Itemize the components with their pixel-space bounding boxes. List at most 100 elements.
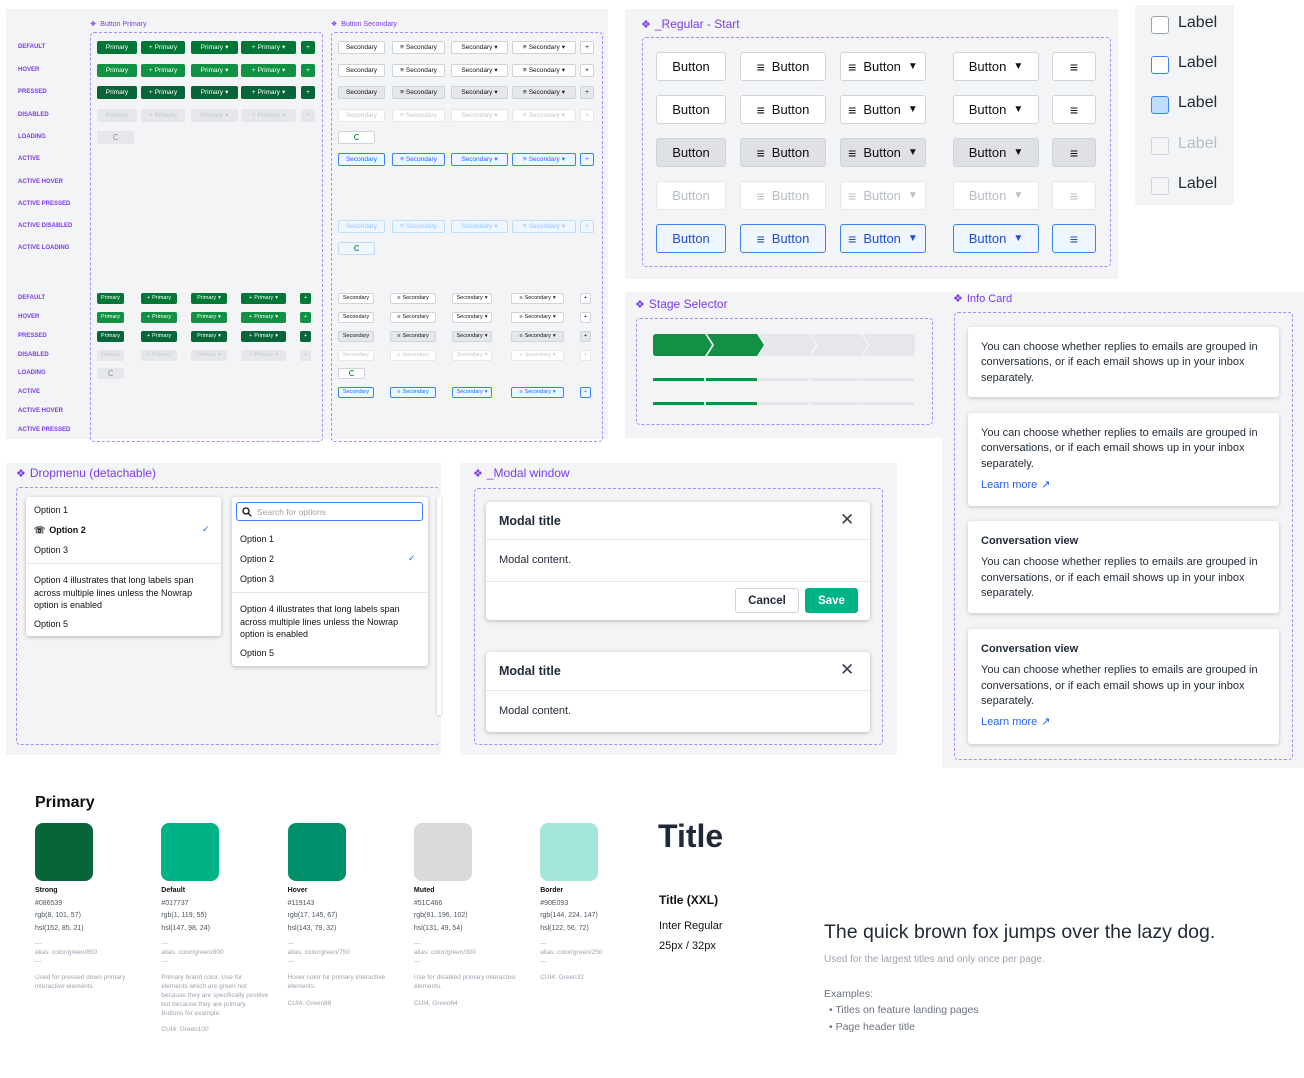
secondary-button[interactable]: ≡ Secondary [392, 152, 445, 166]
secondary-button[interactable] [338, 130, 375, 144]
primary-button[interactable]: + Primary [141, 108, 185, 122]
regular-button[interactable]: Button [656, 224, 726, 253]
primary-button[interactable]: + Primary [141, 349, 177, 361]
primary-button[interactable]: Primary [97, 349, 124, 361]
secondary-button[interactable]: ≡ Secondary [392, 85, 445, 99]
secondary-button[interactable]: ≡ Secondary ▾ [511, 349, 564, 361]
secondary-button[interactable]: + [580, 152, 594, 166]
secondary-button[interactable]: + [580, 311, 591, 323]
primary-button[interactable]: + Primary ▾ [241, 330, 286, 342]
secondary-button[interactable]: Secondary ▾ [452, 349, 492, 361]
secondary-button[interactable]: + [580, 108, 594, 122]
primary-button[interactable]: Primary [97, 40, 137, 54]
close-icon[interactable]: ✕ [840, 660, 855, 679]
secondary-button[interactable]: Secondary ▾ [451, 63, 508, 77]
checkbox[interactable] [1151, 56, 1169, 74]
primary-button[interactable]: + [301, 85, 315, 99]
primary-button[interactable]: + [301, 108, 315, 122]
secondary-button[interactable] [338, 241, 375, 255]
secondary-button[interactable]: ≡ Secondary ▾ [512, 63, 576, 77]
stage-selector[interactable] [653, 334, 915, 356]
regular-button[interactable]: ≡ Button [740, 52, 826, 81]
primary-button[interactable]: + Primary ▾ [241, 349, 286, 361]
primary-button[interactable]: Primary ▾ [191, 292, 227, 304]
menu-option-3[interactable]: Option 3 [240, 574, 275, 584]
secondary-button[interactable]: Secondary [338, 219, 385, 233]
primary-button[interactable]: + Primary [141, 63, 185, 77]
regular-button[interactable]: ≡ Button ▼ [840, 52, 926, 81]
regular-button[interactable]: ≡ Button [740, 224, 826, 253]
primary-button[interactable]: + Primary [141, 85, 185, 99]
secondary-button[interactable]: Secondary [338, 40, 385, 54]
regular-button[interactable]: ≡ [1052, 181, 1096, 210]
stage-5[interactable] [863, 334, 915, 356]
secondary-button[interactable]: Secondary [338, 330, 374, 342]
secondary-button[interactable]: Secondary ▾ [452, 330, 492, 342]
menu-option-2[interactable]: ☏ Option 2 [34, 525, 86, 535]
primary-button[interactable]: + [301, 63, 315, 77]
regular-button[interactable]: ≡ [1052, 52, 1096, 81]
primary-button[interactable]: Primary [97, 85, 137, 99]
menu-option-2[interactable]: Option 2 [240, 554, 275, 564]
stage-1[interactable] [653, 334, 712, 356]
menu-option-5[interactable]: Option 5 [240, 648, 275, 658]
primary-button[interactable]: + [300, 330, 311, 342]
primary-button[interactable]: + [300, 349, 311, 361]
secondary-button[interactable]: Secondary ▾ [451, 85, 508, 99]
primary-button[interactable]: Primary [97, 330, 124, 342]
primary-button[interactable]: + Primary [141, 40, 185, 54]
primary-button[interactable]: + [300, 292, 311, 304]
primary-button[interactable]: Primary ▾ [191, 330, 227, 342]
secondary-button[interactable]: ≡ Secondary [392, 63, 445, 77]
secondary-button[interactable]: Secondary [338, 63, 385, 77]
save-button[interactable]: Save [805, 588, 858, 613]
secondary-button[interactable]: ≡ Secondary ▾ [512, 85, 576, 99]
secondary-button[interactable]: + [580, 330, 591, 342]
regular-button[interactable]: ≡ Button [740, 138, 826, 167]
primary-button[interactable]: Primary ▾ [191, 40, 238, 54]
secondary-button[interactable]: Secondary [338, 292, 374, 304]
primary-button[interactable]: Primary ▾ [191, 63, 238, 77]
menu-option-1[interactable]: Option 1 [240, 534, 275, 544]
secondary-button[interactable]: Secondary [338, 311, 374, 323]
secondary-button[interactable]: ≡ Secondary ▾ [512, 40, 576, 54]
regular-button[interactable]: ≡ [1052, 95, 1096, 124]
secondary-button[interactable]: + [580, 63, 594, 77]
secondary-button[interactable]: ≡ Secondary [390, 311, 436, 323]
secondary-button[interactable]: ≡ Secondary ▾ [511, 292, 564, 304]
primary-button[interactable]: + Primary [141, 330, 177, 342]
secondary-button[interactable]: Secondary [338, 349, 374, 361]
regular-button[interactable]: ≡ Button ▼ [840, 95, 926, 124]
secondary-button[interactable]: Secondary ▾ [451, 152, 508, 166]
secondary-button[interactable]: Secondary ▾ [451, 219, 508, 233]
primary-button[interactable]: + Primary ▾ [241, 85, 296, 99]
secondary-button[interactable]: + [580, 292, 591, 304]
primary-button[interactable] [97, 130, 134, 144]
secondary-button[interactable]: Secondary ▾ [452, 292, 492, 304]
checkbox[interactable] [1151, 96, 1169, 114]
primary-button[interactable]: + Primary ▾ [241, 292, 286, 304]
secondary-button[interactable]: ≡ Secondary [392, 219, 445, 233]
regular-button[interactable]: ≡ Button [740, 95, 826, 124]
regular-button[interactable]: ≡ [1052, 224, 1096, 253]
checkbox[interactable] [1151, 137, 1169, 155]
regular-button[interactable]: Button [656, 52, 726, 81]
primary-button[interactable]: + [301, 40, 315, 54]
primary-button[interactable]: Primary ▾ [191, 108, 238, 122]
secondary-button[interactable]: ≡ Secondary ▾ [512, 108, 576, 122]
regular-button[interactable]: ≡ [1052, 138, 1096, 167]
regular-button[interactable]: Button ▼ [953, 224, 1039, 253]
primary-button[interactable]: Primary [97, 63, 137, 77]
primary-button[interactable]: Primary ▾ [191, 85, 238, 99]
regular-button[interactable]: Button ▼ [953, 52, 1039, 81]
learn-more-link[interactable]: Learn more ↗ [981, 478, 1266, 493]
secondary-button[interactable]: ≡ Secondary [390, 330, 436, 342]
stage-3[interactable] [759, 334, 816, 356]
secondary-button[interactable]: + [580, 386, 591, 398]
regular-button[interactable]: Button ▼ [953, 181, 1039, 210]
secondary-button[interactable]: ≡ Secondary [392, 40, 445, 54]
secondary-button[interactable]: ≡ Secondary [390, 349, 436, 361]
regular-button[interactable]: Button [656, 138, 726, 167]
checkbox[interactable] [1151, 177, 1169, 195]
regular-button[interactable]: ≡ Button [740, 181, 826, 210]
